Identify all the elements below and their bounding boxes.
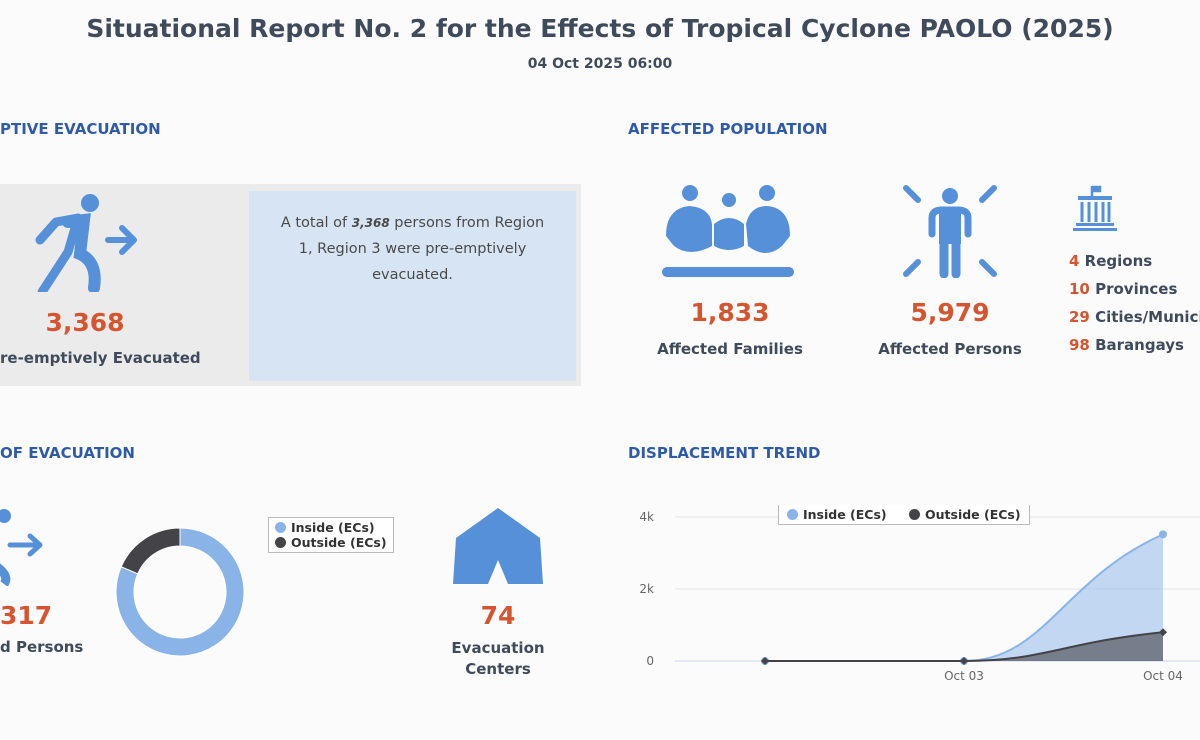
legend-item-inside[interactable]: Inside (ECs)	[275, 520, 387, 535]
inside-outside-donut-chart	[115, 527, 245, 657]
section-heading-evacuation: OF EVACUATION	[0, 444, 135, 462]
affected-families-label: Affected Families	[657, 340, 803, 358]
point-inside[interactable]	[1159, 530, 1167, 539]
preemptive-count: 3,368	[45, 308, 125, 337]
area-cities: 29 Cities/Municip	[1069, 308, 1200, 326]
preemptive-label: re-emptively Evacuated	[0, 349, 201, 367]
section-heading-trend: DISPLACEMENT TREND	[628, 444, 821, 462]
y-tick-label: 4k	[639, 510, 654, 524]
trend-legend: Inside (ECs) Outside (ECs)	[778, 505, 1030, 525]
affected-areas-list: 4 Regions 10 Provinces 29 Cities/Municip…	[1069, 247, 1200, 359]
line-inside	[765, 533, 1164, 662]
evacuation-centers-label: Evacuation Centers	[451, 639, 545, 678]
tent-icon	[453, 508, 543, 584]
legend-item-outside[interactable]: Outside (ECs)	[275, 535, 387, 550]
area-provinces: 10 Provinces	[1069, 280, 1178, 298]
area-inside	[765, 534, 1163, 661]
summary-count: 3,368	[351, 216, 390, 230]
legend-item-outside[interactable]: Outside (ECs)	[909, 507, 1021, 522]
evacuated-label: d Persons	[0, 638, 84, 656]
affected-persons-label: Affected Persons	[878, 340, 1022, 358]
donut-legend: Inside (ECs) Outside (ECs)	[268, 517, 394, 553]
x-tick-label: Oct 03	[944, 669, 984, 683]
family-icon	[662, 185, 794, 277]
affected-persons-count: 5,979	[910, 298, 990, 327]
section-heading-affected: AFFECTED POPULATION	[628, 120, 828, 138]
preemptive-summary: A total of 3,368 persons from Region 1, …	[249, 191, 576, 381]
report-date: 04 Oct 2025 06:00	[527, 56, 673, 72]
point-outside[interactable]	[1159, 628, 1167, 637]
displacement-trend-chart: 0 2k 4k Oct 03 Oct 04	[639, 510, 1200, 683]
person-running-arrow-icon	[0, 509, 43, 586]
donut-slice-outside[interactable]	[120, 527, 181, 575]
area-outside	[765, 632, 1163, 661]
point-outside[interactable]	[761, 657, 769, 665]
donut-slice-inside[interactable]	[115, 527, 245, 657]
affected-person-icon	[903, 185, 997, 278]
affected-families-count: 1,833	[690, 298, 770, 327]
line-outside	[765, 631, 1164, 662]
preemptive-panel: 3,368 re-emptively Evacuated A total of …	[0, 184, 581, 386]
person-running-arrow-icon	[35, 194, 137, 292]
evacuation-centers-count: 74	[480, 601, 516, 630]
x-tick-label: Oct 04	[1143, 669, 1183, 683]
area-barangays: 98 Barangays	[1069, 336, 1184, 354]
government-building-icon	[1073, 185, 1117, 231]
area-regions: 4 Regions	[1069, 252, 1153, 270]
y-tick-label: 2k	[639, 582, 654, 596]
legend-item-inside[interactable]: Inside (ECs)	[787, 507, 887, 522]
point-outside[interactable]	[960, 657, 968, 665]
evacuated-count: 317	[0, 601, 53, 630]
page-title: Situational Report No. 2 for the Effects…	[86, 14, 1114, 43]
y-tick-label: 0	[646, 654, 654, 668]
section-heading-preemptive: PTIVE EVACUATION	[0, 120, 161, 138]
